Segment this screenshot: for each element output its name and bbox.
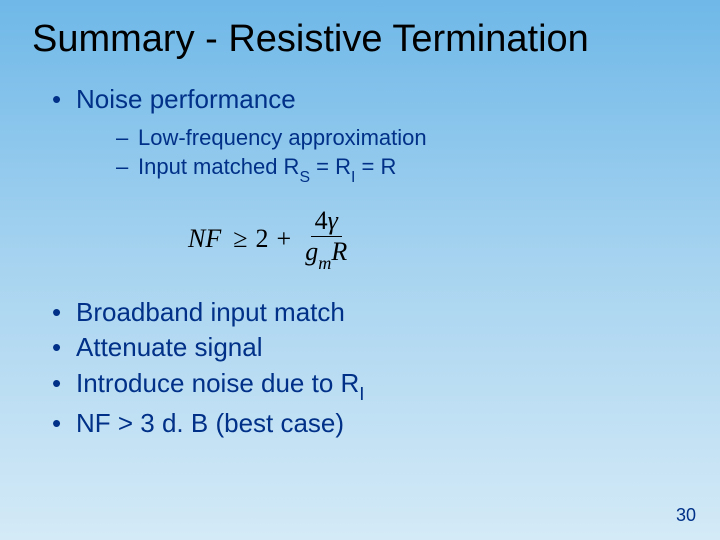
denom-m: m <box>318 253 331 273</box>
text-part: Input matched R <box>138 154 299 179</box>
eq-fraction: 4γ gmR <box>301 208 351 269</box>
denom-R: R <box>331 237 347 266</box>
slide-title: Summary - Resistive Termination <box>28 18 692 61</box>
bullet-list-1: Noise performance Low-frequency approxim… <box>28 83 692 186</box>
numer-4: 4 <box>315 206 328 235</box>
denom-g: g <box>305 237 318 266</box>
eq-denominator: gmR <box>301 237 351 269</box>
eq-const-2: 2 <box>256 224 269 254</box>
bullet-broadband: Broadband input match <box>46 296 692 330</box>
bullet-noise-performance: Noise performance Low-frequency approxim… <box>46 83 692 186</box>
page-number: 30 <box>676 505 696 526</box>
subscript-i: I <box>351 169 355 186</box>
bullet-text: Noise performance <box>76 84 296 114</box>
eq-numerator: 4γ <box>311 208 342 237</box>
subscript-s: S <box>299 169 310 186</box>
sub-low-freq: Low-frequency approximation <box>114 123 692 153</box>
eq-geq: ≥ <box>233 224 247 254</box>
bullet-nf-3db: NF > 3 d. B (best case) <box>46 407 692 441</box>
eq-plus: + <box>277 224 292 254</box>
text-part: = R <box>355 154 396 179</box>
bullet-attenuate: Attenuate signal <box>46 331 692 365</box>
sub-list: Low-frequency approximation Input matche… <box>76 123 692 186</box>
text-part: Introduce noise due to R <box>76 368 359 398</box>
slide-container: Summary - Resistive Termination Noise pe… <box>0 0 720 540</box>
text-part: = R <box>310 154 351 179</box>
eq-lhs: NF <box>188 224 221 254</box>
sub-input-matched: Input matched RS = RI = R <box>114 152 692 186</box>
equation-nf: NF ≥ 2 + 4γ gmR <box>188 208 692 269</box>
subscript-i: I <box>359 383 364 404</box>
numer-gamma: γ <box>328 206 338 235</box>
bullet-introduce-noise: Introduce noise due to RI <box>46 367 692 405</box>
bullet-list-2: Broadband input match Attenuate signal I… <box>28 296 692 441</box>
